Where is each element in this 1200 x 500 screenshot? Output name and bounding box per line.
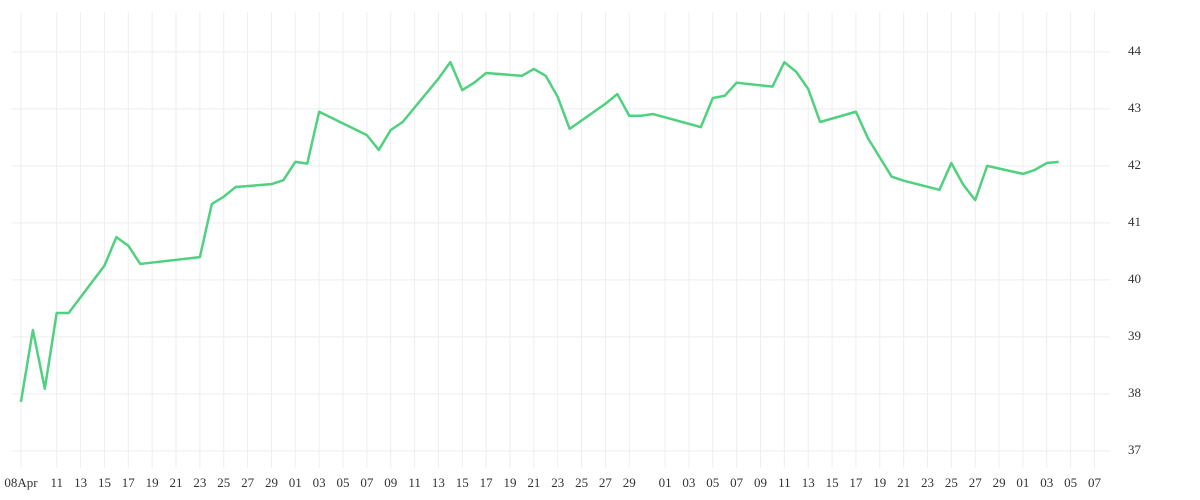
x-tick-label: 11: [778, 475, 791, 490]
x-tick-label: 19: [146, 475, 159, 490]
x-tick-label: 13: [802, 475, 815, 490]
x-tick-label: 27: [599, 475, 613, 490]
x-tick-label: 17: [480, 475, 494, 490]
x-tick-label: 29: [265, 475, 278, 490]
x-tick-label: 05: [1064, 475, 1077, 490]
x-tick-label: 01: [1016, 475, 1029, 490]
x-tick-label: 21: [170, 475, 183, 490]
y-tick-label: 38: [1128, 385, 1141, 400]
x-tick-label: 17: [122, 475, 136, 490]
y-tick-label: 37: [1128, 442, 1142, 457]
x-tick-label: 19: [504, 475, 517, 490]
x-tick-label: 21: [897, 475, 910, 490]
y-tick-label: 43: [1128, 100, 1141, 115]
x-tick-label: 29: [623, 475, 636, 490]
x-tick-label: 23: [551, 475, 564, 490]
x-tick-label: 01: [659, 475, 672, 490]
x-tick-label: 01: [289, 475, 302, 490]
x-tick-label: 15: [826, 475, 839, 490]
x-tick-label: 27: [241, 475, 255, 490]
x-tick-label: 29: [993, 475, 1006, 490]
y-tick-label: 39: [1128, 328, 1141, 343]
x-tick-label: 15: [98, 475, 111, 490]
x-tick-label: 09: [754, 475, 767, 490]
line: [19, 60, 1059, 403]
x-tick-label: 07: [1088, 475, 1102, 490]
x-tick-label: 09: [384, 475, 397, 490]
y-tick-label: 41: [1128, 214, 1141, 229]
x-tick-label: 11: [408, 475, 421, 490]
x-tick-label: 25: [575, 475, 588, 490]
y-tick-label: 40: [1128, 271, 1141, 286]
x-tick-label: 15: [456, 475, 469, 490]
x-tick-label: 27: [969, 475, 983, 490]
x-tick-label: 08Apr: [4, 475, 38, 490]
x-tick-label: 23: [193, 475, 206, 490]
x-tick-label: 25: [945, 475, 958, 490]
x-tick-label: 13: [74, 475, 87, 490]
x-tick-label: 13: [432, 475, 445, 490]
y-tick-label: 44: [1128, 43, 1142, 58]
x-tick-label: 11: [50, 475, 63, 490]
x-tick-label: 03: [1040, 475, 1053, 490]
x-tick-label: 03: [313, 475, 326, 490]
x-tick-label: 25: [217, 475, 230, 490]
y-tick-label: 42: [1128, 157, 1141, 172]
x-tick-label: 05: [337, 475, 350, 490]
x-tick-label: 07: [360, 475, 374, 490]
x-tick-label: 19: [873, 475, 886, 490]
x-tick-label: 05: [706, 475, 719, 490]
x-tick-label: 03: [682, 475, 695, 490]
x-tick-label: 17: [849, 475, 863, 490]
x-tick-label: 07: [730, 475, 744, 490]
x-tick-label: 23: [921, 475, 934, 490]
x-tick-label: 21: [527, 475, 540, 490]
